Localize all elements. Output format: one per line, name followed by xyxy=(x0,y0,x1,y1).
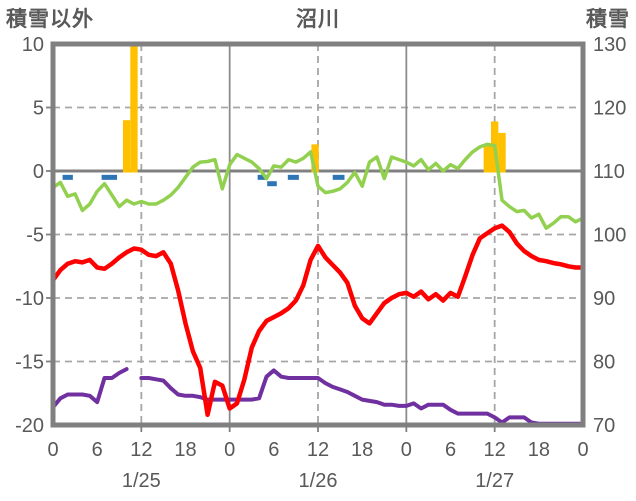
plot-border xyxy=(50,41,586,428)
right-axis-label-100: 100 xyxy=(593,225,626,247)
date-label-1-26: 1/26 xyxy=(299,470,338,492)
x-axis-label-2: 12 xyxy=(130,439,152,461)
x-axis-label-7: 18 xyxy=(351,439,373,461)
x-axis-label-1: 6 xyxy=(92,439,103,461)
purple-line xyxy=(51,367,585,426)
right-axis-label-110: 110 xyxy=(593,161,625,183)
right-axis-label-130: 130 xyxy=(593,34,626,56)
x-axis-label-5: 6 xyxy=(268,439,279,461)
x-axis-label-0: 0 xyxy=(47,439,58,461)
date-label-1-25: 1/25 xyxy=(122,470,161,492)
right-axis-label-120: 120 xyxy=(593,98,626,120)
bar-orange-bars-h11 xyxy=(130,44,138,173)
red-line xyxy=(50,223,586,418)
right-axis-title: 積雪 xyxy=(586,8,630,31)
left-axis-label--10: -10 xyxy=(15,288,44,310)
left-axis-label-10: 10 xyxy=(22,34,44,56)
date-label-1-27: 1/27 xyxy=(475,470,514,492)
left-axis-label-0: 0 xyxy=(33,161,44,183)
green-line xyxy=(51,142,585,230)
x-axis-label-9: 6 xyxy=(445,439,456,461)
left-axis-label-5: 5 xyxy=(33,98,44,120)
right-axis-label-70: 70 xyxy=(593,415,615,437)
x-axis-label-12: 0 xyxy=(577,439,588,461)
bar-orange-bars-h35.6 xyxy=(311,144,319,173)
right-axis-label-80: 80 xyxy=(593,352,615,374)
chart-title: 沼川 xyxy=(296,8,340,31)
x-axis-label-8: 0 xyxy=(401,439,412,461)
x-axis-label-6: 12 xyxy=(307,439,329,461)
left-axis-label--5: -5 xyxy=(26,225,44,247)
x-axis-label-10: 12 xyxy=(484,439,506,461)
left-axis-title: 積雪以外 xyxy=(6,8,94,31)
x-axis-label-3: 18 xyxy=(174,439,196,461)
left-axis-label--20: -20 xyxy=(15,415,44,437)
bar-orange-bars-h59 xyxy=(483,144,491,173)
x-axis-label-11: 18 xyxy=(528,439,550,461)
bar-orange-bars-h10 xyxy=(122,120,131,173)
bar-orange-bars-h61 xyxy=(498,132,506,173)
right-axis-label-90: 90 xyxy=(593,288,615,310)
left-axis-label--15: -15 xyxy=(15,352,44,374)
x-axis-label-4: 0 xyxy=(224,439,235,461)
